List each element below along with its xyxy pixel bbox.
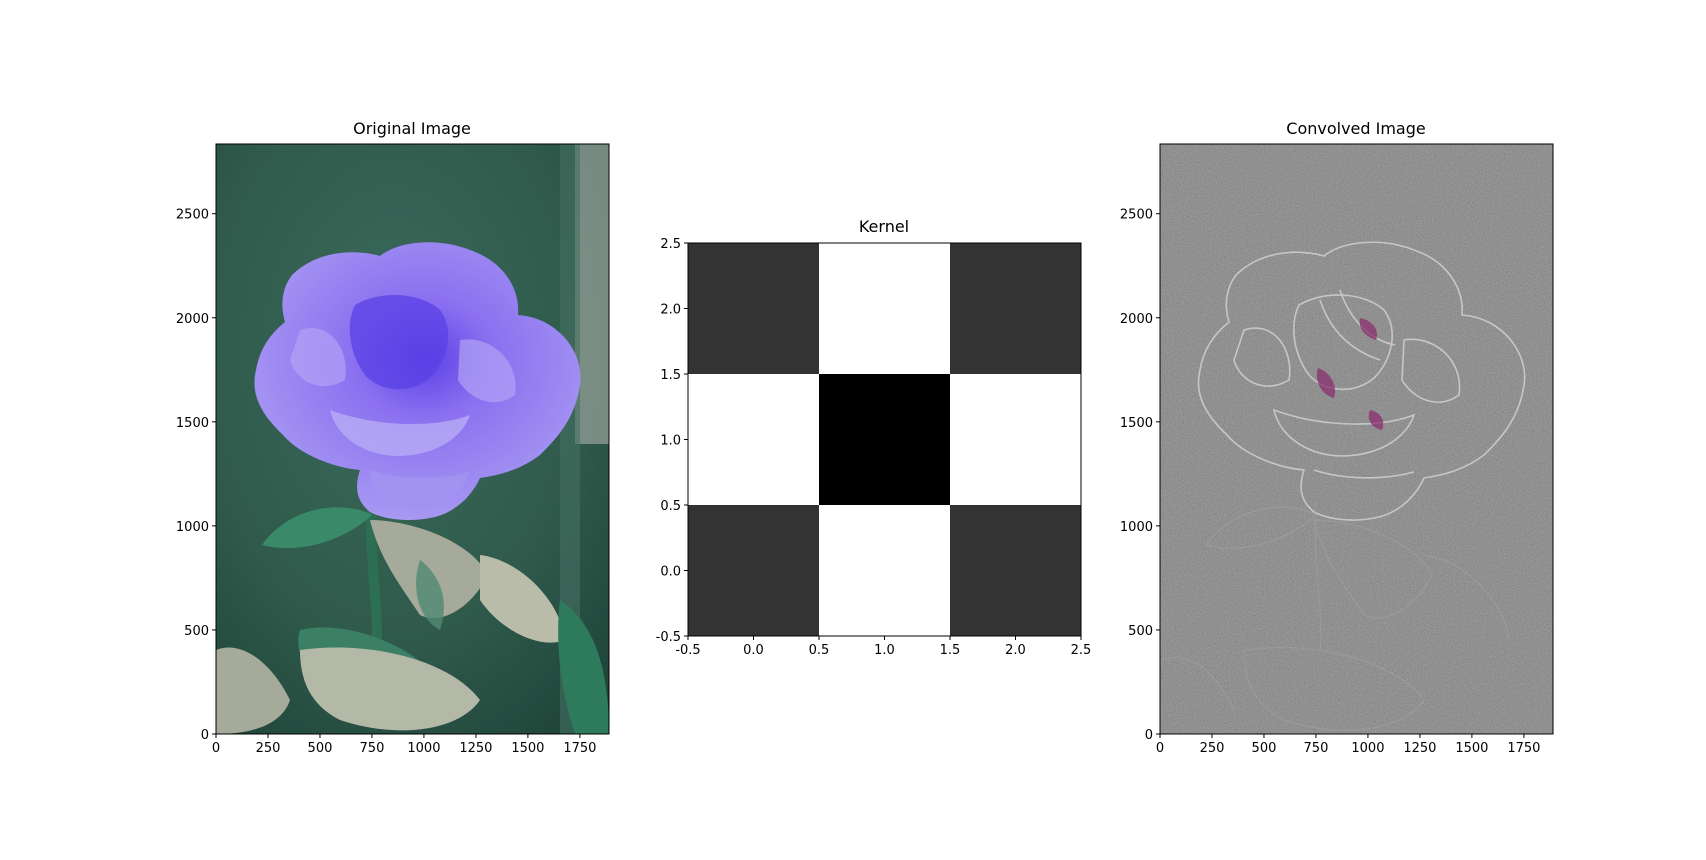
convolved-ytick-label: 1500 bbox=[1120, 416, 1153, 431]
kernel-ytick-label: 0.0 bbox=[660, 565, 681, 580]
original-xtick-label: 1750 bbox=[563, 741, 596, 756]
original-axes-frame bbox=[215, 143, 610, 735]
original-ytick-label: 2000 bbox=[176, 312, 209, 327]
kernel-cell bbox=[950, 505, 1082, 637]
convolved-xtick-label: 500 bbox=[1252, 741, 1277, 756]
panel-convolved-title: Convolved Image bbox=[1286, 119, 1425, 138]
convolved-ytick-label: 0 bbox=[1145, 728, 1153, 743]
kernel-xtick-label: 0.5 bbox=[809, 643, 830, 658]
original-xtick-label: 1500 bbox=[511, 741, 544, 756]
convolved-ytick-label: 2500 bbox=[1120, 208, 1153, 223]
original-ytick-label: 1000 bbox=[176, 520, 209, 535]
kernel-cell bbox=[688, 505, 820, 637]
kernel-ytick-label: 2.5 bbox=[660, 237, 681, 252]
convolved-xtick-label: 1000 bbox=[1351, 741, 1384, 756]
kernel-ytick-label: -0.5 bbox=[656, 630, 681, 645]
kernel-cell bbox=[950, 374, 1082, 506]
convolved-xtick-label: 1750 bbox=[1507, 741, 1540, 756]
original-xtick-label: 0 bbox=[212, 741, 220, 756]
convolved-ytick-label: 1000 bbox=[1120, 520, 1153, 535]
original-ytick-label: 0 bbox=[201, 728, 209, 743]
convolved-xtick-label: 1250 bbox=[1403, 741, 1436, 756]
original-xtick-label: 750 bbox=[360, 741, 385, 756]
original-ytick-label: 2500 bbox=[176, 208, 209, 223]
original-ytick-label: 500 bbox=[184, 624, 209, 639]
original-image-picture bbox=[216, 144, 609, 734]
kernel-ticks: -0.5 0.0 0.5 1.0 1.5 2.0 2.5 -0.5 0.0 0.5 1.0 1.5 2.… bbox=[656, 237, 1092, 658]
kernel-ytick-label: 1.5 bbox=[660, 368, 681, 383]
convolved-ytick-label: 2000 bbox=[1120, 312, 1153, 327]
original-xtick-label: 1250 bbox=[459, 741, 492, 756]
convolved-ticks: 0 250 500 750 1000 1250 1500 1750 0 500 1000 1500 20… bbox=[1120, 208, 1541, 756]
convolved-xtick-label: 750 bbox=[1304, 741, 1329, 756]
kernel-ytick-label: 1.0 bbox=[660, 434, 681, 449]
kernel-ytick-label: 2.0 bbox=[660, 303, 681, 318]
kernel-xtick-label: -0.5 bbox=[675, 643, 700, 658]
kernel-cell bbox=[819, 243, 951, 375]
kernel-xtick-label: 2.5 bbox=[1071, 643, 1092, 658]
panel-kernel: Kernel -0.5 0.0 0.5 1.0 1.5 2.0 2.5 -0.5 0.0 0.5 1… bbox=[656, 217, 1092, 658]
panel-convolved-image: Convolved Image bbox=[1120, 119, 1554, 756]
original-xtick-label: 500 bbox=[308, 741, 333, 756]
kernel-xtick-label: 1.0 bbox=[874, 643, 895, 658]
kernel-xtick-label: 1.5 bbox=[940, 643, 961, 658]
convolved-ytick-label: 500 bbox=[1128, 624, 1153, 639]
convolved-image-picture bbox=[1160, 144, 1553, 734]
kernel-cell bbox=[688, 243, 820, 375]
panel-original-title: Original Image bbox=[353, 119, 471, 138]
original-ticks: 0 250 500 750 1000 1250 1500 1750 0 500 1000 1500 20… bbox=[176, 208, 597, 756]
kernel-xtick-label: 2.0 bbox=[1005, 643, 1026, 658]
kernel-cell bbox=[950, 243, 1082, 375]
original-xtick-label: 1000 bbox=[407, 741, 440, 756]
kernel-ytick-label: 0.5 bbox=[660, 499, 681, 514]
original-ytick-label: 1500 bbox=[176, 416, 209, 431]
original-xtick-label: 250 bbox=[256, 741, 281, 756]
kernel-cell bbox=[819, 505, 951, 637]
kernel-xtick-label: 0.0 bbox=[743, 643, 764, 658]
convolved-xtick-label: 0 bbox=[1156, 741, 1164, 756]
kernel-cell bbox=[688, 374, 820, 506]
panel-kernel-title: Kernel bbox=[859, 217, 909, 236]
kernel-heatmap bbox=[688, 243, 1082, 637]
convolved-xtick-label: 1500 bbox=[1455, 741, 1488, 756]
panel-original-image: Original Image 0 250 500 750 1000 1250 1 bbox=[176, 119, 610, 756]
convolved-axes-frame bbox=[1159, 143, 1554, 735]
kernel-cell bbox=[819, 374, 951, 506]
convolved-xtick-label: 250 bbox=[1200, 741, 1225, 756]
